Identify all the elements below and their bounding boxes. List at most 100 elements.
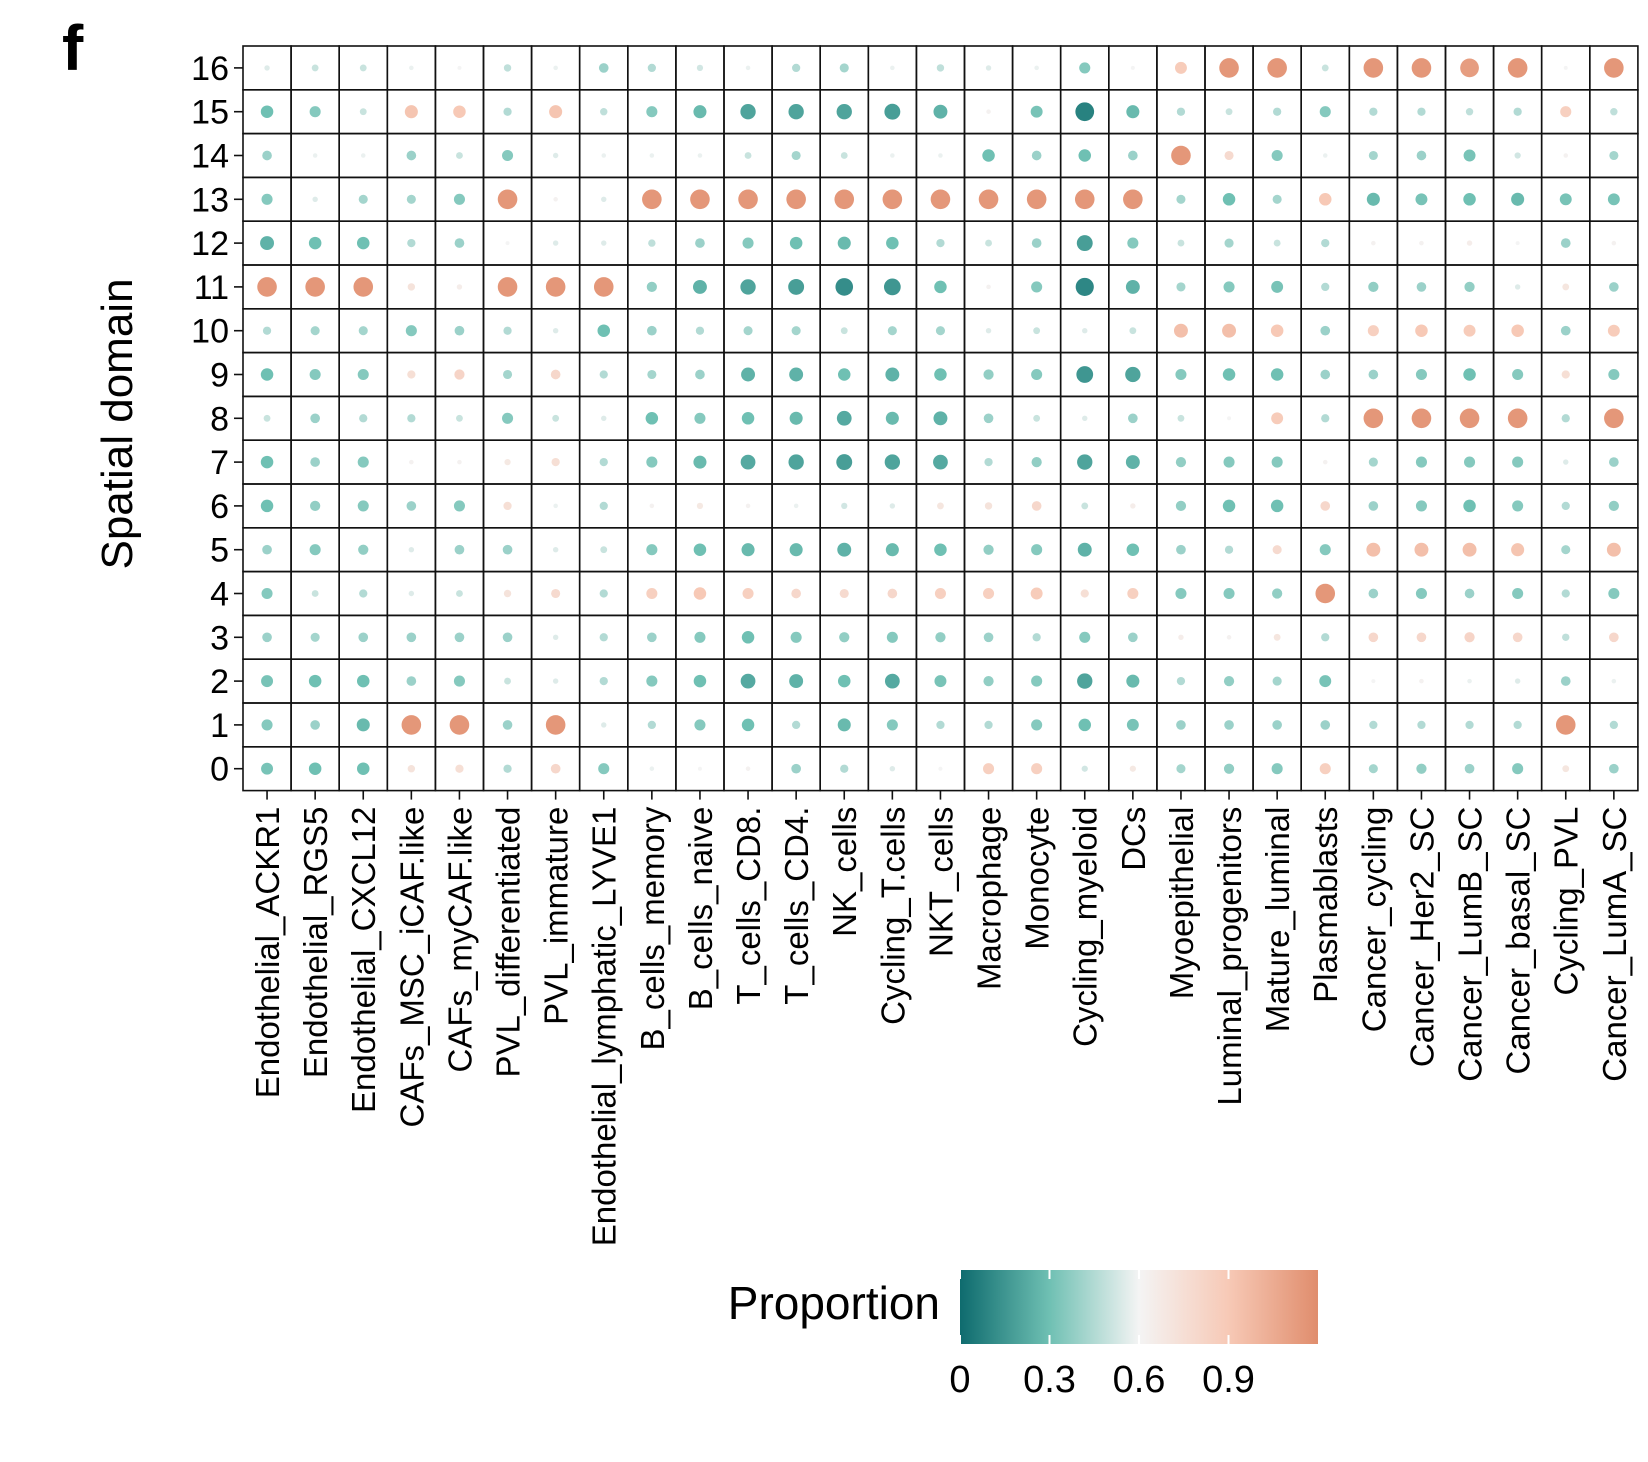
data-dot <box>305 277 325 297</box>
data-dot <box>1223 587 1235 600</box>
data-dot <box>696 64 704 72</box>
y-tick-label: 5 <box>210 532 229 570</box>
data-dot <box>1416 282 1427 292</box>
data-dot <box>360 153 366 158</box>
data-dot <box>358 632 369 643</box>
data-dot <box>740 454 756 470</box>
data-dot <box>983 413 994 424</box>
data-dot <box>789 236 803 250</box>
data-dot <box>550 763 561 774</box>
data-dot <box>791 326 801 336</box>
data-dot <box>649 153 655 158</box>
data-dot <box>984 720 993 730</box>
data-dot <box>1319 544 1331 556</box>
data-dot <box>1368 281 1379 293</box>
data-dot <box>1077 673 1093 689</box>
data-dot <box>1609 282 1619 292</box>
data-dot <box>1507 408 1528 429</box>
data-dot <box>308 674 322 688</box>
data-dot <box>887 588 898 599</box>
data-dot <box>984 457 993 467</box>
data-dot <box>449 715 470 735</box>
data-dot <box>454 544 465 555</box>
data-dot <box>1032 633 1041 642</box>
data-dot <box>454 632 465 643</box>
data-dot <box>1176 544 1186 555</box>
data-dot <box>601 722 607 728</box>
data-dot <box>887 326 897 336</box>
data-dot <box>1419 678 1424 684</box>
data-dot <box>839 632 850 643</box>
data-dot <box>740 279 756 295</box>
colorbar-gradient <box>960 1270 1318 1344</box>
data-dot <box>406 150 417 161</box>
data-dot <box>933 104 948 119</box>
x-tick-label: Myoepithelial <box>1163 807 1200 1000</box>
data-dot <box>1026 189 1047 210</box>
data-dot <box>1609 150 1619 161</box>
data-dot <box>693 543 707 556</box>
data-dot <box>1223 675 1235 687</box>
data-dot <box>1608 368 1620 381</box>
data-dot <box>741 631 755 644</box>
data-dot <box>647 720 656 730</box>
data-dot <box>882 189 903 210</box>
data-dot <box>1414 542 1429 557</box>
data-dot <box>599 589 608 598</box>
data-dot <box>1273 633 1281 641</box>
data-dot <box>936 64 945 72</box>
data-dot <box>1321 633 1330 642</box>
data-dot <box>552 634 559 641</box>
data-dot <box>599 370 608 379</box>
data-dot <box>1031 456 1042 468</box>
data-dot <box>1224 545 1234 554</box>
data-dot <box>647 632 657 643</box>
data-dot <box>597 324 610 337</box>
data-dot <box>502 544 513 555</box>
data-dot <box>1219 58 1239 78</box>
data-dot <box>1368 457 1378 467</box>
data-dot <box>502 149 514 162</box>
data-dot <box>1126 105 1140 119</box>
data-dot <box>935 632 946 643</box>
data-dot <box>1127 237 1139 249</box>
data-dot <box>1320 325 1331 336</box>
data-dot <box>1460 58 1479 78</box>
data-dot <box>886 631 898 643</box>
data-dot <box>1077 454 1093 470</box>
x-tick-label: Cancer_LumB_SC <box>1452 807 1489 1082</box>
data-dot <box>1126 543 1140 556</box>
y-tick-label: 11 <box>194 269 229 307</box>
data-dot <box>1078 718 1091 732</box>
data-dot <box>1604 408 1624 429</box>
data-dot <box>310 413 320 424</box>
data-dot <box>1462 542 1477 557</box>
data-dot <box>1223 763 1235 774</box>
data-dot <box>505 241 510 246</box>
x-tick-label: Cancer_LumA_SC <box>1596 807 1633 1082</box>
data-dot <box>406 676 417 686</box>
data-dot <box>886 719 898 731</box>
data-dot <box>504 677 511 685</box>
data-dot <box>1609 720 1618 730</box>
data-dot <box>503 107 512 116</box>
data-dot <box>504 458 511 466</box>
data-dot <box>1320 720 1331 730</box>
data-dot <box>695 238 705 248</box>
data-dot <box>1271 149 1283 162</box>
data-dot <box>883 278 901 296</box>
data-dot <box>310 720 320 730</box>
data-dot <box>1607 324 1620 337</box>
data-dot <box>1368 588 1379 599</box>
data-dot <box>406 194 416 204</box>
data-dot <box>1369 720 1378 730</box>
y-tick-label: 3 <box>210 619 229 657</box>
data-dot <box>742 587 754 600</box>
data-dot <box>1176 194 1186 204</box>
data-dot <box>1363 58 1384 78</box>
data-dot <box>841 502 848 510</box>
data-dot <box>741 543 755 557</box>
data-dot <box>697 766 702 771</box>
data-dot <box>409 65 414 71</box>
data-dot <box>550 369 561 380</box>
